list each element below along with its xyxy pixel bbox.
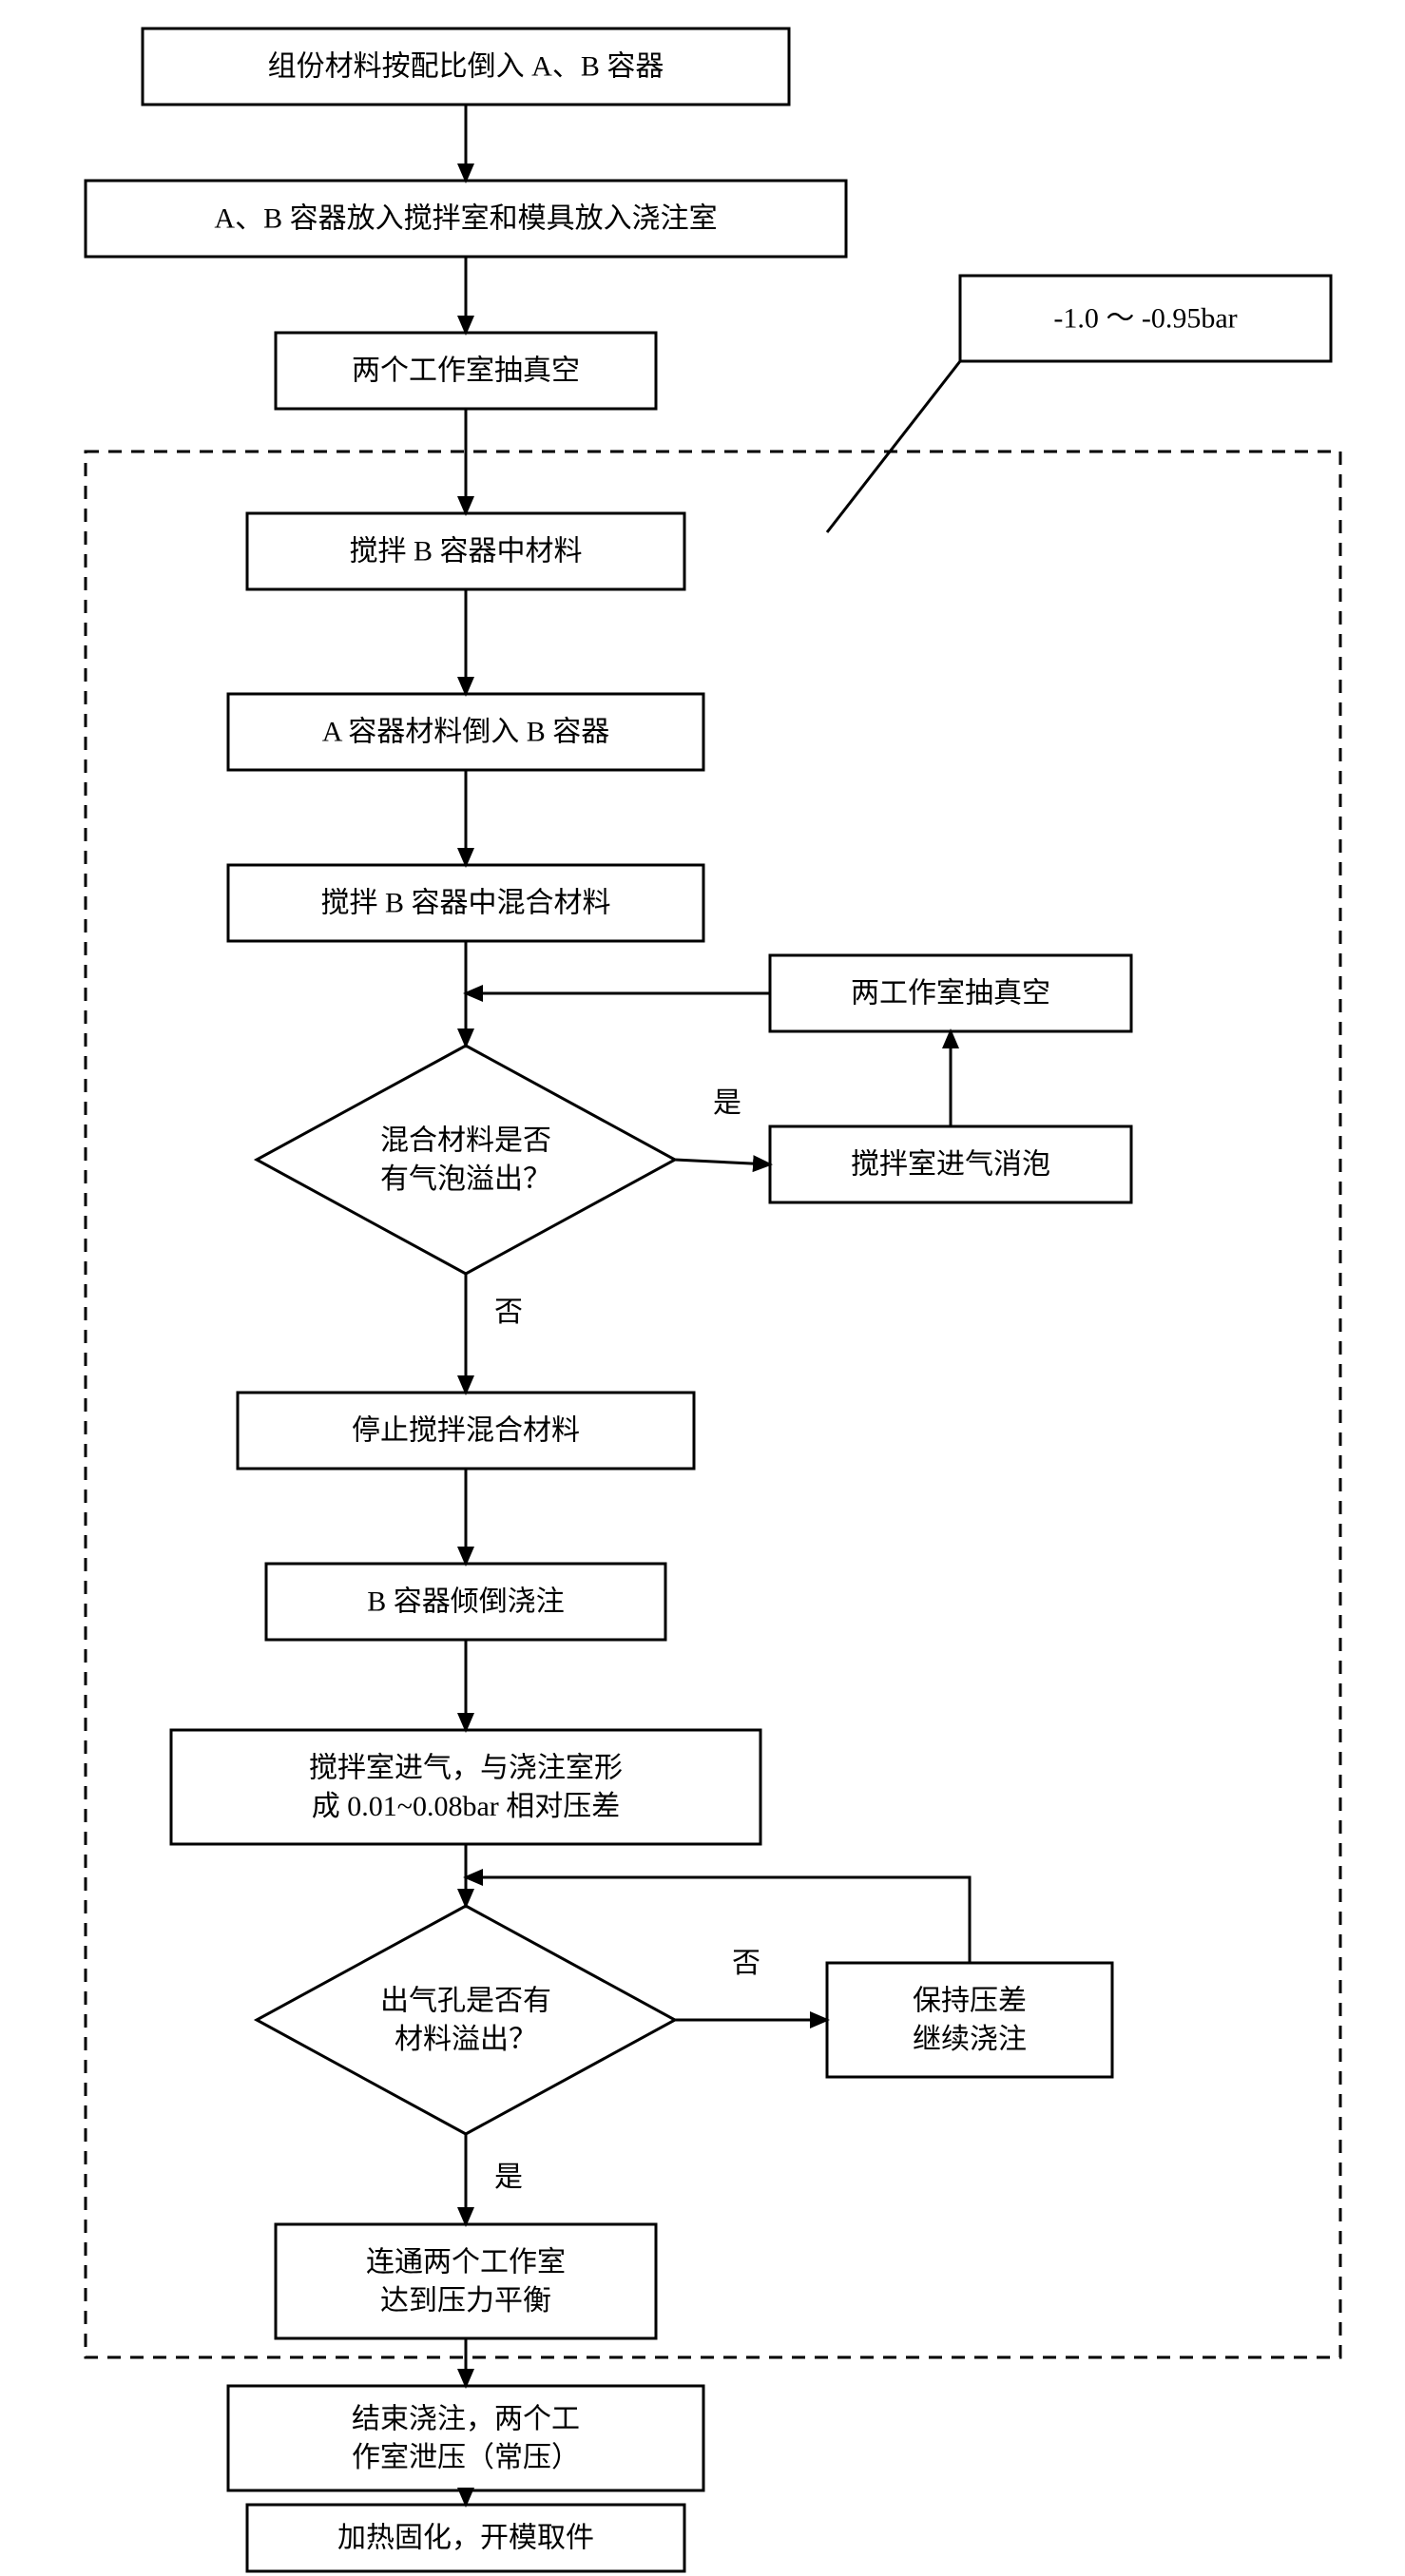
svg-text:继续浇注: 继续浇注 bbox=[913, 2024, 1027, 2055]
step-10: B 容器倾倒浇注 bbox=[266, 1564, 665, 1640]
step-4: 搅拌 B 容器中材料 bbox=[247, 513, 684, 589]
svg-text:A、B 容器放入搅拌室和模具放入浇注室: A、B 容器放入搅拌室和模具放入浇注室 bbox=[214, 203, 717, 235]
step-1: 组份材料按配比倒入 A、B 容器 bbox=[143, 29, 789, 105]
label-no-1: 否 bbox=[494, 1297, 523, 1328]
svg-text:作室泄压（常压）: 作室泄压（常压） bbox=[352, 2442, 580, 2473]
step-11: 搅拌室进气，与浇注室形成 0.01~0.08bar 相对压差 bbox=[171, 1730, 760, 1844]
svg-text:搅拌 B 容器中混合材料: 搅拌 B 容器中混合材料 bbox=[320, 888, 610, 919]
label-yes-2: 是 bbox=[494, 2162, 523, 2193]
svg-text:-1.0 ～ -0.95bar: -1.0 ～ -0.95bar bbox=[1053, 303, 1237, 335]
step-5: A 容器材料倒入 B 容器 bbox=[228, 694, 703, 770]
decision-2: 出气孔是否有材料溢出？ bbox=[257, 1906, 675, 2134]
label-yes-1: 是 bbox=[713, 1087, 741, 1119]
step-2: A、B 容器放入搅拌室和模具放入浇注室 bbox=[86, 181, 846, 257]
svg-text:搅拌 B 容器中材料: 搅拌 B 容器中材料 bbox=[349, 536, 582, 567]
svg-text:保持压差: 保持压差 bbox=[913, 1985, 1027, 2016]
decision-1: 混合材料是否有气泡溢出？ bbox=[257, 1046, 675, 1274]
svg-text:搅拌室进气消泡: 搅拌室进气消泡 bbox=[851, 1149, 1050, 1181]
step-9: 停止搅拌混合材料 bbox=[238, 1393, 694, 1469]
step-14: 结束浇注，两个工作室泄压（常压） bbox=[228, 2386, 703, 2490]
svg-text:两个工作室抽真空: 两个工作室抽真空 bbox=[352, 356, 580, 387]
svg-text:有气泡溢出？: 有气泡溢出？ bbox=[380, 1163, 551, 1195]
label-no-2: 否 bbox=[732, 1948, 760, 1979]
svg-text:搅拌室进气，与浇注室形: 搅拌室进气，与浇注室形 bbox=[309, 1752, 623, 1783]
step-8: 两工作室抽真空 bbox=[770, 955, 1131, 1031]
svg-text:出气孔是否有: 出气孔是否有 bbox=[380, 1985, 551, 2016]
svg-text:结束浇注，两个工: 结束浇注，两个工 bbox=[352, 2403, 580, 2434]
svg-text:B 容器倾倒浇注: B 容器倾倒浇注 bbox=[367, 1586, 565, 1618]
svg-text:成 0.01~0.08bar 相对压差: 成 0.01~0.08bar 相对压差 bbox=[312, 1791, 621, 1822]
flowchart-canvas: -1.0 ～ -0.95bar 组份材料按配比倒入 A、B 容器 A、B 容器放入搅… bbox=[0, 0, 1405, 2576]
step-6: 搅拌 B 容器中混合材料 bbox=[228, 865, 703, 941]
svg-text:混合材料是否: 混合材料是否 bbox=[380, 1125, 551, 1156]
svg-text:加热固化，开模取件: 加热固化，开模取件 bbox=[337, 2523, 594, 2554]
callout-pressure: -1.0 ～ -0.95bar bbox=[960, 276, 1331, 361]
svg-text:A 容器材料倒入 B 容器: A 容器材料倒入 B 容器 bbox=[322, 717, 610, 748]
svg-text:材料溢出？: 材料溢出？ bbox=[395, 2024, 537, 2055]
step-13: 连通两个工作室达到压力平衡 bbox=[276, 2224, 656, 2338]
svg-text:停止搅拌混合材料: 停止搅拌混合材料 bbox=[352, 1415, 580, 1447]
svg-text:连通两个工作室: 连通两个工作室 bbox=[366, 2246, 566, 2278]
svg-text:组份材料按配比倒入 A、B 容器: 组份材料按配比倒入 A、B 容器 bbox=[268, 51, 664, 83]
svg-text:达到压力平衡: 达到压力平衡 bbox=[380, 2285, 551, 2316]
step-12: 保持压差继续浇注 bbox=[827, 1963, 1112, 2077]
step-15: 加热固化，开模取件 bbox=[247, 2505, 684, 2571]
step-7: 搅拌室进气消泡 bbox=[770, 1126, 1131, 1202]
step-3: 两个工作室抽真空 bbox=[276, 333, 656, 409]
svg-text:两工作室抽真空: 两工作室抽真空 bbox=[851, 978, 1050, 1009]
